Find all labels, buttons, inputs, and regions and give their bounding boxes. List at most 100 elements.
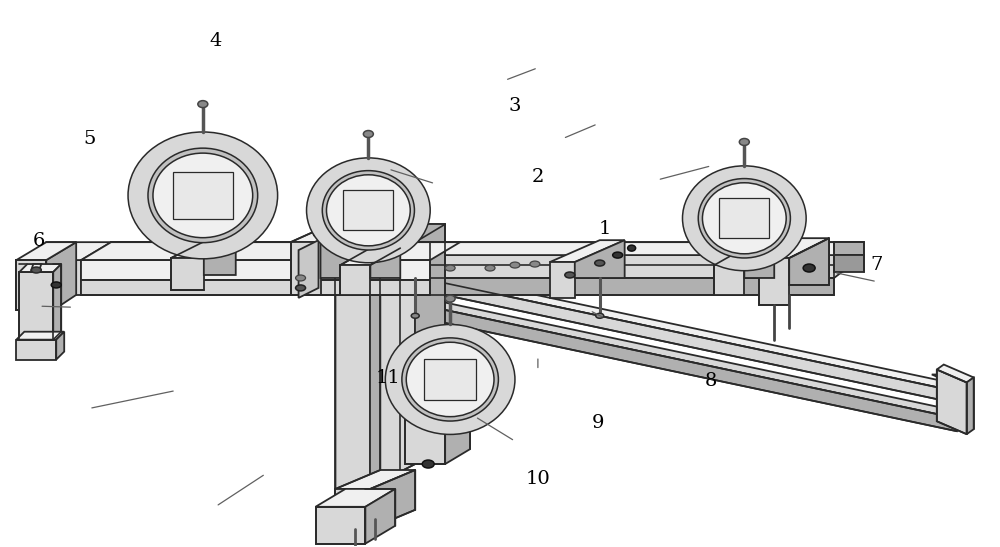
Polygon shape — [759, 258, 789, 305]
Polygon shape — [46, 242, 76, 315]
Polygon shape — [16, 331, 64, 340]
Polygon shape — [834, 255, 864, 272]
Polygon shape — [16, 260, 46, 310]
Ellipse shape — [595, 260, 605, 266]
Polygon shape — [81, 280, 430, 295]
Ellipse shape — [485, 265, 495, 271]
Polygon shape — [171, 242, 236, 258]
Polygon shape — [939, 375, 964, 424]
Bar — [173, 172, 233, 219]
Polygon shape — [957, 412, 964, 424]
Ellipse shape — [51, 282, 61, 288]
Polygon shape — [299, 240, 319, 298]
Text: 4: 4 — [210, 32, 222, 50]
Ellipse shape — [445, 265, 455, 271]
Ellipse shape — [411, 313, 419, 318]
Polygon shape — [171, 258, 204, 290]
Polygon shape — [957, 386, 964, 397]
Polygon shape — [380, 224, 445, 242]
Polygon shape — [744, 248, 774, 278]
Polygon shape — [335, 470, 415, 489]
Text: 2: 2 — [532, 167, 544, 185]
Bar — [719, 199, 769, 238]
Bar — [424, 359, 476, 400]
Ellipse shape — [385, 324, 515, 434]
Polygon shape — [957, 386, 964, 424]
Ellipse shape — [803, 264, 815, 272]
Ellipse shape — [739, 138, 749, 146]
Text: 6: 6 — [33, 232, 45, 250]
Polygon shape — [759, 238, 829, 258]
Polygon shape — [53, 264, 61, 340]
Polygon shape — [291, 224, 360, 242]
Polygon shape — [445, 403, 470, 464]
Ellipse shape — [31, 267, 41, 273]
Polygon shape — [380, 224, 415, 482]
Ellipse shape — [198, 101, 208, 108]
Polygon shape — [430, 301, 964, 418]
Polygon shape — [789, 238, 829, 285]
Polygon shape — [575, 240, 625, 278]
Polygon shape — [316, 507, 365, 544]
Text: 3: 3 — [509, 97, 521, 115]
Polygon shape — [430, 274, 964, 392]
Polygon shape — [335, 242, 370, 495]
Ellipse shape — [171, 277, 181, 283]
Polygon shape — [340, 248, 400, 265]
Polygon shape — [365, 489, 395, 544]
Polygon shape — [370, 248, 400, 278]
Ellipse shape — [363, 131, 373, 137]
Polygon shape — [370, 242, 400, 477]
Ellipse shape — [465, 408, 472, 412]
Ellipse shape — [596, 313, 604, 318]
Ellipse shape — [530, 261, 540, 267]
Polygon shape — [81, 255, 864, 278]
Polygon shape — [450, 342, 480, 377]
Polygon shape — [405, 403, 470, 417]
Polygon shape — [834, 242, 864, 255]
Ellipse shape — [702, 183, 786, 254]
Ellipse shape — [307, 158, 430, 263]
Polygon shape — [16, 242, 76, 260]
Polygon shape — [430, 280, 957, 403]
Polygon shape — [370, 470, 415, 529]
Ellipse shape — [565, 272, 575, 278]
Ellipse shape — [296, 285, 306, 291]
Polygon shape — [335, 489, 370, 529]
Text: 9: 9 — [591, 414, 604, 432]
Ellipse shape — [148, 148, 258, 243]
Text: 10: 10 — [526, 470, 550, 488]
Polygon shape — [415, 224, 445, 464]
Ellipse shape — [445, 295, 455, 302]
Text: 5: 5 — [83, 130, 95, 148]
Ellipse shape — [296, 275, 306, 281]
Polygon shape — [81, 265, 834, 278]
Polygon shape — [81, 242, 460, 260]
Polygon shape — [405, 417, 445, 464]
Polygon shape — [31, 264, 41, 270]
Polygon shape — [550, 262, 575, 298]
Ellipse shape — [326, 175, 410, 246]
Polygon shape — [46, 242, 111, 260]
Polygon shape — [81, 242, 864, 265]
Polygon shape — [932, 375, 964, 386]
Polygon shape — [81, 260, 430, 280]
Polygon shape — [550, 240, 625, 262]
Polygon shape — [937, 370, 967, 434]
Polygon shape — [19, 264, 61, 272]
Polygon shape — [420, 342, 480, 359]
Text: 11: 11 — [376, 369, 401, 387]
Polygon shape — [937, 364, 974, 382]
Ellipse shape — [322, 171, 414, 250]
Ellipse shape — [682, 166, 806, 271]
Polygon shape — [340, 265, 370, 295]
Ellipse shape — [128, 132, 278, 259]
Polygon shape — [714, 248, 774, 265]
Bar — [343, 190, 393, 230]
Ellipse shape — [314, 231, 323, 237]
Ellipse shape — [422, 460, 434, 468]
Ellipse shape — [510, 262, 520, 268]
Polygon shape — [81, 278, 834, 295]
Polygon shape — [420, 359, 450, 394]
Polygon shape — [335, 242, 400, 260]
